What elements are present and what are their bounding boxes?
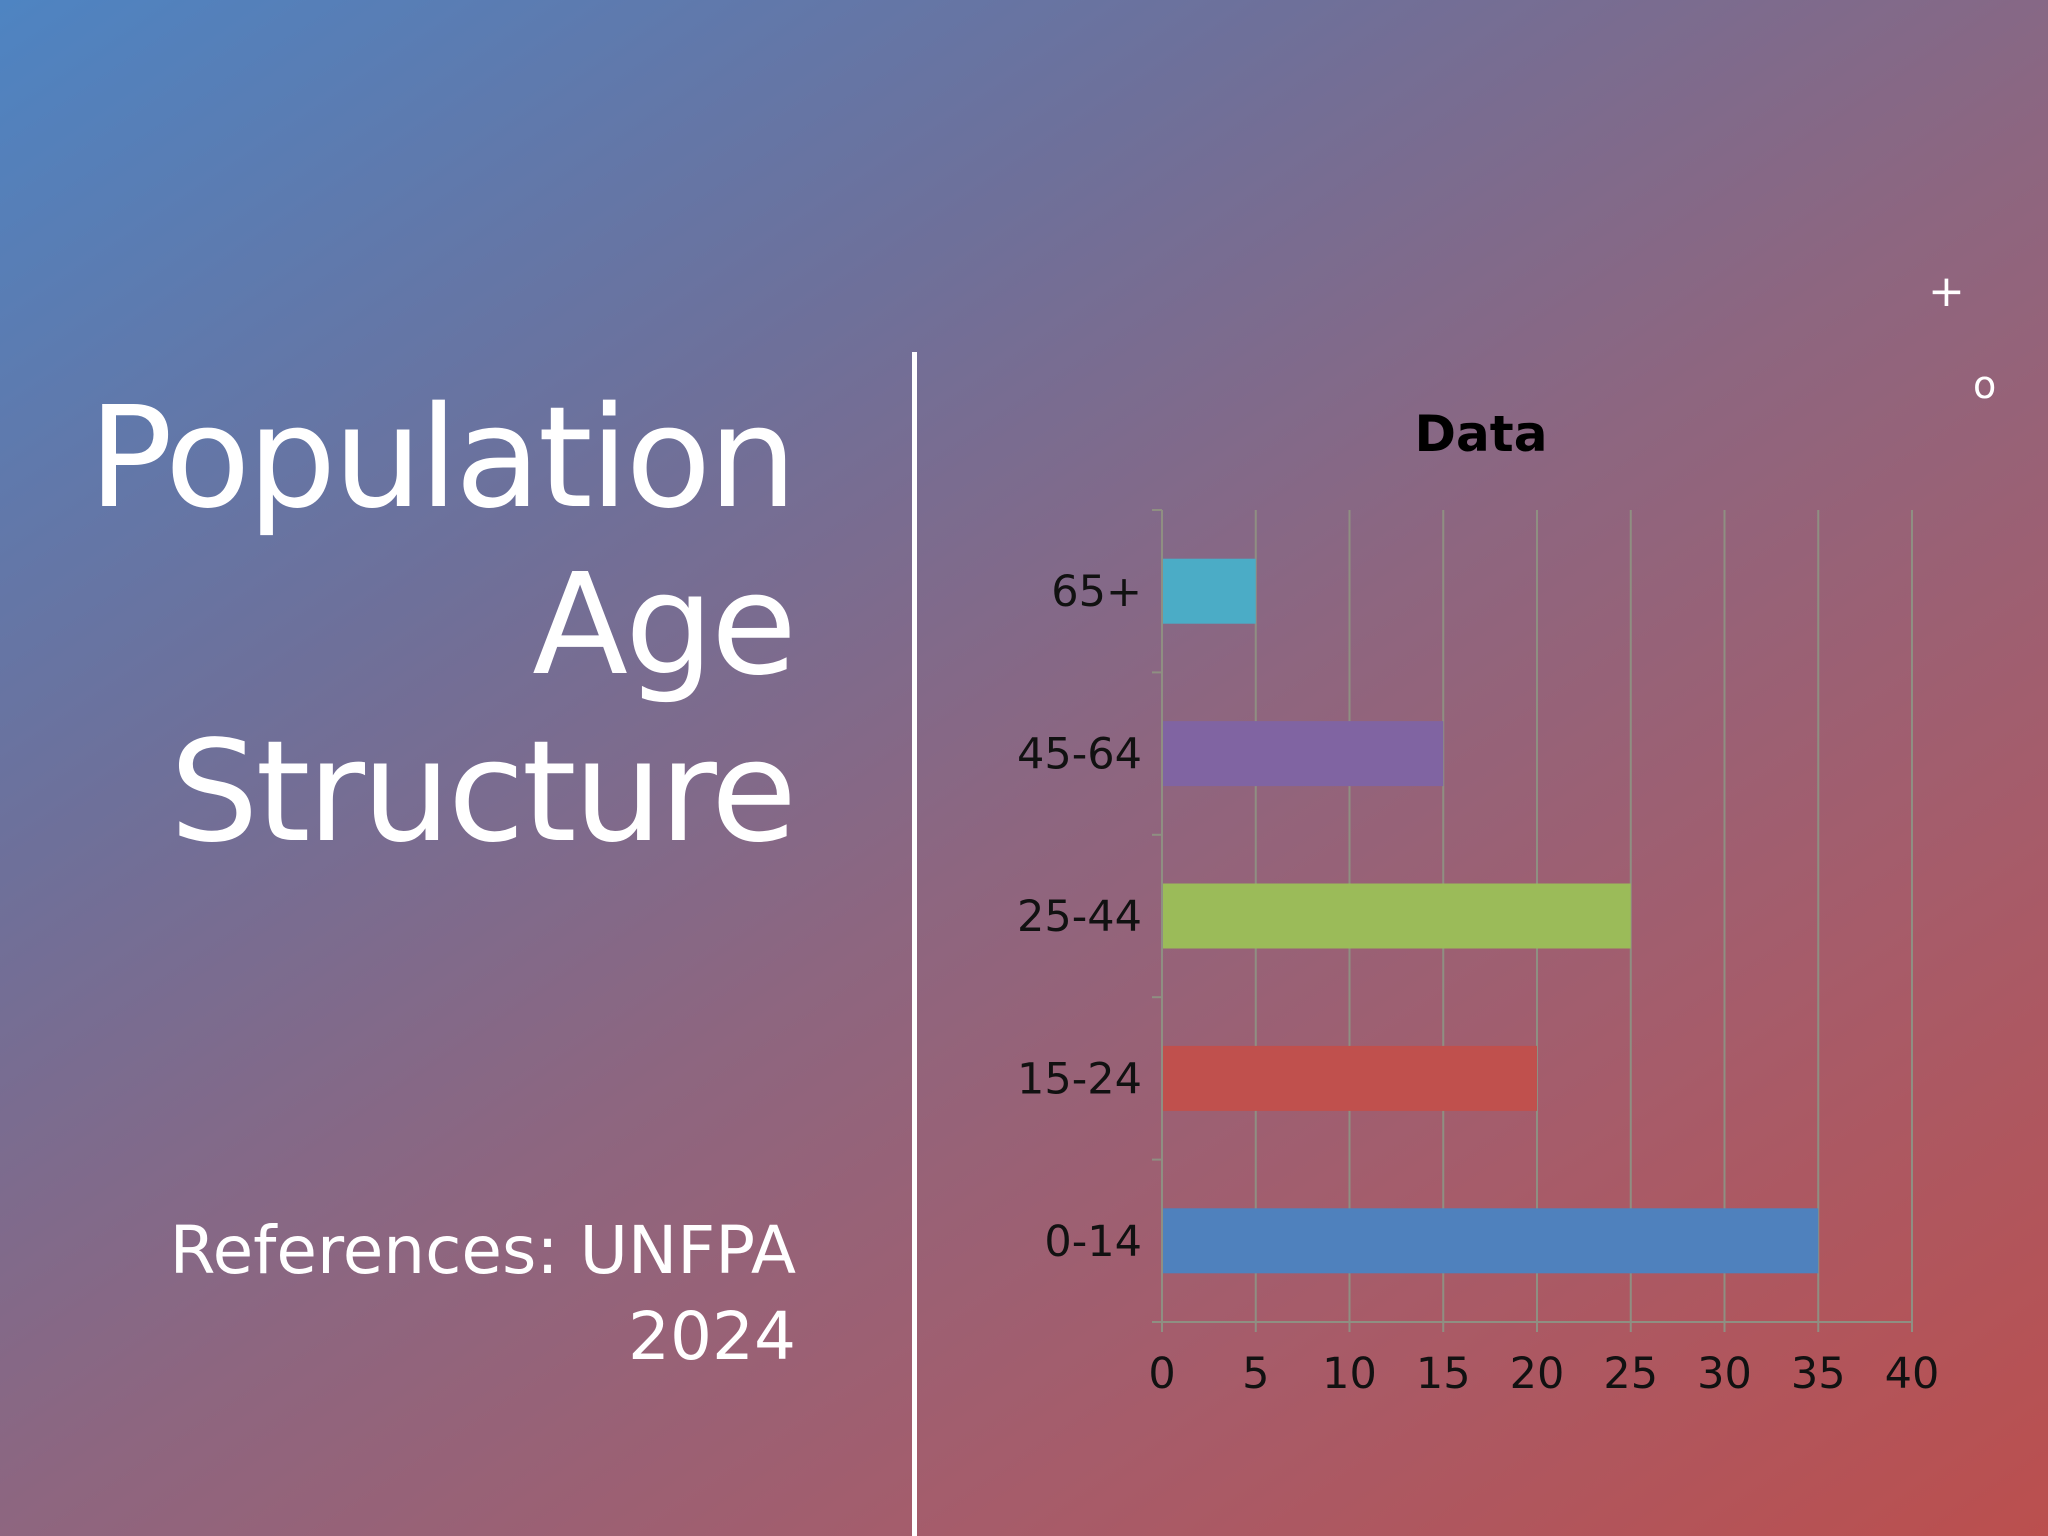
slide-title: Population Age Structure [34, 375, 797, 876]
references-text: References: UNFPA 2024 [36, 1208, 796, 1380]
y-tick-label: 45-64 [1017, 730, 1142, 780]
x-tick-label: 15 [1416, 1349, 1471, 1399]
x-tick-label: 5 [1242, 1349, 1269, 1399]
references-line-2: 2024 [628, 1298, 796, 1375]
title-line-1: Population [88, 377, 797, 540]
y-tick-label: 25-44 [1017, 892, 1142, 942]
bar-0-14 [1163, 1208, 1819, 1274]
vertical-divider [912, 352, 917, 1536]
y-tick-label: 65+ [1051, 567, 1142, 617]
x-tick-label: 40 [1885, 1349, 1940, 1399]
x-tick-label: 0 [1148, 1349, 1175, 1399]
bar-45-64 [1163, 721, 1444, 787]
chart-title: Data [1415, 405, 1548, 463]
references-line-1: References: UNFPA [169, 1212, 796, 1289]
x-tick-label: 30 [1697, 1349, 1752, 1399]
bar-15-24 [1163, 1045, 1537, 1111]
x-tick-label: 35 [1791, 1349, 1846, 1399]
x-tick-label: 25 [1603, 1349, 1658, 1399]
bar-65+ [1163, 558, 1256, 624]
x-tick-label: 10 [1322, 1349, 1377, 1399]
y-tick-label: 0-14 [1044, 1217, 1142, 1267]
title-line-2: Age [532, 544, 797, 707]
plus-decoration: + [1928, 266, 1965, 317]
x-tick-label: 20 [1510, 1349, 1565, 1399]
y-tick-label: 15-24 [1017, 1054, 1142, 1104]
circle-decoration: o [1973, 363, 1997, 407]
title-line-3: Structure [169, 711, 797, 874]
bar-25-44 [1163, 883, 1631, 949]
